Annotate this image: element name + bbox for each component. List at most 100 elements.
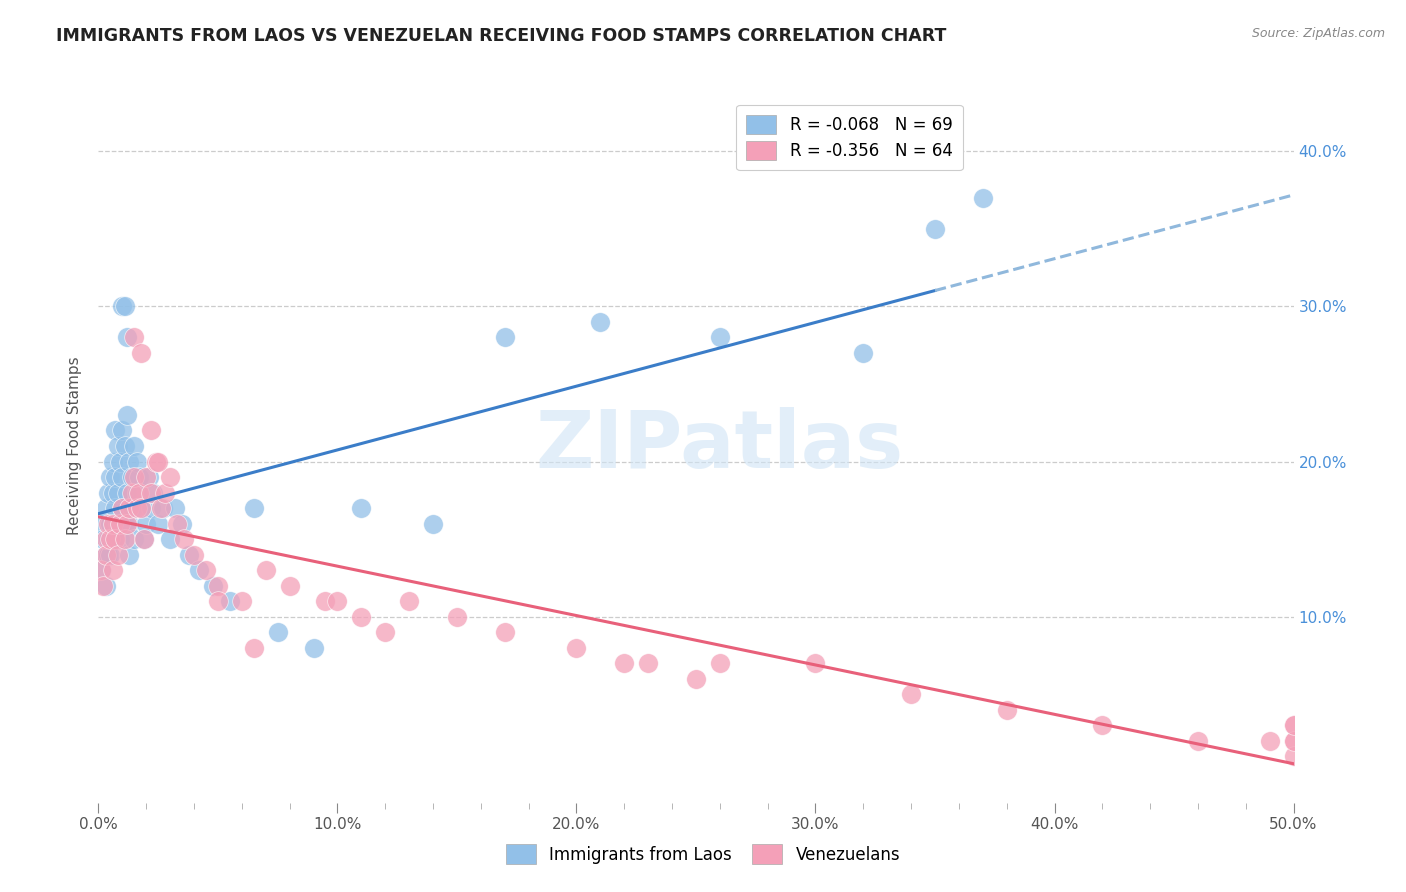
Point [121, 470, 143, 484]
Point [94, 532, 117, 546]
Point [207, 579, 229, 593]
Point [104, 532, 127, 546]
Point [115, 485, 138, 500]
Point [107, 485, 129, 500]
Point [139, 424, 162, 438]
Point [173, 532, 195, 546]
Point [98, 516, 122, 531]
Point [121, 485, 143, 500]
Point [219, 594, 242, 608]
Point [111, 470, 134, 484]
Point [114, 532, 136, 546]
Point [1282, 718, 1305, 732]
Point [108, 516, 131, 531]
Point [350, 609, 373, 624]
Point [131, 346, 153, 360]
Point [98, 532, 122, 546]
Point [125, 485, 148, 500]
Point [149, 501, 172, 516]
Text: ZIPatlas: ZIPatlas [536, 407, 904, 485]
Point [231, 594, 253, 608]
Point [108, 532, 131, 546]
Text: IMMIGRANTS FROM LAOS VS VENEZUELAN RECEIVING FOOD STAMPS CORRELATION CHART: IMMIGRANTS FROM LAOS VS VENEZUELAN RECEI… [56, 27, 946, 45]
Y-axis label: Receiving Food Stamps: Receiving Food Stamps [67, 357, 83, 535]
Point [132, 532, 155, 546]
Point [1282, 733, 1305, 747]
Point [104, 470, 127, 484]
Point [124, 532, 146, 546]
Point [326, 594, 349, 608]
Point [179, 548, 201, 562]
Point [90, 563, 112, 577]
Point [138, 470, 160, 484]
Point [243, 501, 266, 516]
Point [94, 501, 117, 516]
Point [124, 470, 146, 484]
Point [128, 470, 150, 484]
Point [91, 579, 114, 593]
Point [101, 516, 124, 531]
Point [90, 563, 112, 577]
Point [972, 191, 994, 205]
Point [115, 516, 138, 531]
Point [115, 330, 138, 344]
Point [494, 625, 516, 640]
Point [446, 609, 468, 624]
Point [267, 625, 290, 640]
Point [111, 501, 134, 516]
Point [1091, 718, 1114, 732]
Point [124, 330, 146, 344]
Point [685, 672, 707, 686]
Point [145, 454, 167, 468]
Point [852, 346, 875, 360]
Point [132, 532, 155, 546]
Point [187, 563, 209, 577]
Point [172, 516, 194, 531]
Point [254, 563, 277, 577]
Point [91, 532, 114, 546]
Point [155, 485, 177, 500]
Point [114, 439, 136, 453]
Point [104, 424, 127, 438]
Point [107, 439, 129, 453]
Point [97, 516, 120, 531]
Point [709, 330, 731, 344]
Point [1258, 733, 1281, 747]
Point [278, 579, 301, 593]
Point [613, 656, 636, 670]
Point [565, 640, 588, 655]
Point [148, 454, 170, 468]
Point [1282, 718, 1305, 732]
Point [118, 516, 141, 531]
Point [115, 408, 138, 422]
Point [900, 687, 922, 701]
Point [131, 501, 153, 516]
Legend: Immigrants from Laos, Venezuelans: Immigrants from Laos, Venezuelans [499, 838, 907, 871]
Point [98, 470, 122, 484]
Point [202, 579, 225, 593]
Point [163, 501, 186, 516]
Point [924, 222, 946, 236]
Point [148, 516, 170, 531]
Point [131, 501, 153, 516]
Legend: R = -0.068   N = 69, R = -0.356   N = 64: R = -0.068 N = 69, R = -0.356 N = 64 [737, 104, 963, 169]
Point [315, 594, 337, 608]
Point [94, 548, 117, 562]
Point [107, 548, 129, 562]
Point [159, 532, 181, 546]
Point [97, 548, 120, 562]
Point [101, 532, 124, 546]
Point [108, 454, 131, 468]
Point [118, 548, 141, 562]
Point [97, 532, 120, 546]
Point [1282, 733, 1305, 747]
Point [422, 516, 444, 531]
Point [101, 454, 124, 468]
Point [121, 501, 143, 516]
Point [398, 594, 420, 608]
Point [111, 424, 134, 438]
Point [98, 548, 122, 562]
Point [94, 548, 117, 562]
Point [374, 625, 396, 640]
Point [128, 485, 150, 500]
